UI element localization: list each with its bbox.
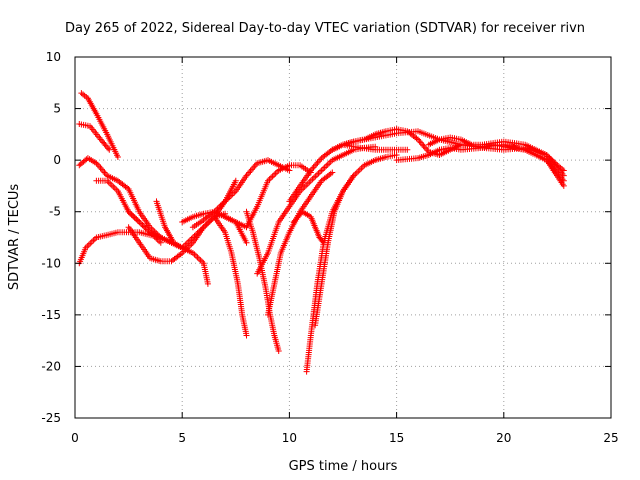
x-tick-label: 5: [178, 431, 186, 445]
series-track-19: [312, 152, 400, 329]
y-tick-label: 10: [46, 50, 61, 64]
plus-markers: [329, 141, 411, 153]
plot-frame: [74, 56, 612, 419]
series-track-17: [290, 208, 327, 246]
x-axis-label: GPS time / hours: [289, 459, 398, 474]
y-tick-label: -10: [41, 256, 61, 270]
plus-markers: [78, 90, 121, 160]
chart-title: Day 265 of 2022, Sidereal Day-to-day VTE…: [65, 21, 585, 36]
series-track-18: [303, 172, 357, 375]
y-axis-label: SDTVAR / TECUs: [7, 184, 22, 291]
y-tick-label: -5: [49, 205, 61, 219]
plus-markers: [189, 157, 293, 231]
y-tick-label: -20: [41, 359, 61, 373]
plus-markers: [76, 121, 113, 153]
x-tick-label: 15: [389, 431, 404, 445]
series-track-2: [76, 121, 113, 153]
plus-markers: [290, 208, 327, 246]
x-tick-label: 0: [71, 431, 79, 445]
axis-ticks: 0 5 10 15 20 25 10 5 0 -5 -10 -15 -20 -25: [41, 50, 618, 445]
data-series: [76, 90, 567, 375]
plus-markers: [211, 213, 250, 339]
x-tick-label: 10: [282, 431, 297, 445]
plus-markers: [125, 208, 211, 287]
plus-markers: [425, 134, 567, 174]
plus-markers: [312, 152, 400, 329]
series-track-12: [211, 213, 250, 339]
series-track-11: [222, 162, 314, 231]
series-track-10: [189, 157, 293, 231]
series-track-6: [125, 208, 211, 287]
y-tick-label: -25: [41, 411, 61, 425]
plus-markers: [303, 172, 357, 375]
series-track-23: [393, 141, 567, 189]
series-track-20: [329, 141, 411, 153]
x-tick-label: 25: [603, 431, 618, 445]
x-tick-label: 20: [496, 431, 511, 445]
series-track-1: [78, 90, 121, 160]
y-tick-label: 5: [53, 102, 61, 116]
grid-lines: [75, 57, 611, 418]
plus-markers: [393, 141, 567, 189]
plus-markers: [222, 162, 314, 231]
series-track-24: [425, 134, 567, 174]
y-tick-label: -15: [41, 308, 61, 322]
y-tick-label: 0: [53, 153, 61, 167]
